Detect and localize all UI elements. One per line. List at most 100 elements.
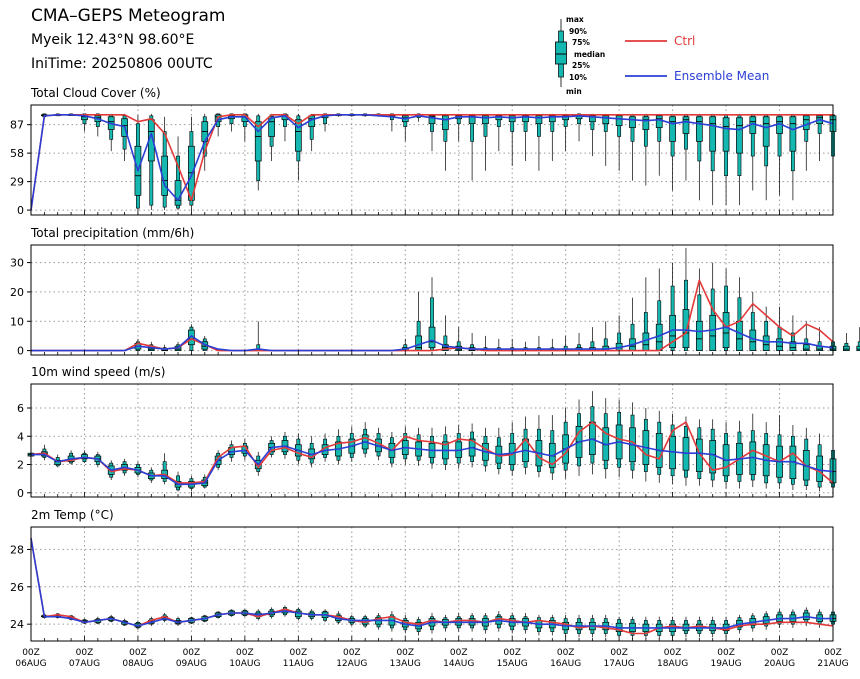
box-inner (669, 116, 676, 142)
y-tick-label: 4 (17, 430, 24, 443)
y-tick-label: 10 (10, 315, 24, 328)
box-43 (602, 321, 610, 351)
box-inner (695, 438, 703, 472)
box-39 (548, 113, 556, 161)
box-inner (268, 116, 275, 137)
box-inner (642, 116, 650, 130)
panel-title: 10m wind speed (m/s) (31, 365, 165, 379)
box-44 (615, 113, 623, 171)
x-tick-label-hour: 00Z (771, 648, 789, 658)
y-tick-label: 24 (10, 618, 24, 631)
box-52 (722, 422, 730, 489)
x-tick-label-date: 06AUG (15, 659, 46, 669)
box-33 (468, 113, 476, 181)
ctrl-line (30, 538, 834, 635)
panel-1: Total Cloud Cover (%) 0 29 58 87 (10, 86, 837, 217)
box-inner (428, 326, 436, 349)
box-56 (776, 415, 783, 489)
box-inner (709, 315, 717, 351)
legend-box-label: 10% (569, 73, 587, 82)
box-inner (695, 320, 703, 351)
box-48 (669, 413, 676, 485)
y-tick-label: 0 (17, 487, 24, 500)
y-tick-label: 0 (17, 345, 24, 358)
box-57 (789, 113, 797, 201)
box-25 (361, 422, 369, 458)
box-41 (575, 333, 583, 352)
x-tick-label-hour: 00Z (396, 648, 414, 658)
legend-box-label: median (574, 50, 605, 59)
box-61 (843, 333, 850, 351)
y-tick-label: 29 (10, 176, 24, 189)
location-label: Myeik 12.43°N 98.60°E (31, 32, 195, 48)
x-tick-label-date: 08AUG (122, 659, 153, 669)
box-inner (562, 115, 570, 121)
box-29 (415, 291, 422, 351)
x-tick-label-date: 07AUG (69, 659, 100, 669)
box-inner (749, 329, 757, 351)
box-33 (468, 423, 476, 468)
box-inner (482, 115, 489, 125)
x-tick-label-hour: 00Z (22, 648, 40, 658)
box-11 (174, 136, 182, 211)
ensemble-mean-line (31, 326, 834, 352)
box-7 (121, 113, 128, 161)
box-45 (629, 113, 636, 181)
box-59 (816, 433, 823, 492)
panel-4: 2m Temp (°C) 24 26 28 (10, 508, 837, 642)
box-inner (615, 115, 623, 126)
box-32 (455, 424, 463, 469)
box-57 (789, 315, 797, 351)
box-inner (442, 115, 449, 130)
box-53 (736, 420, 743, 489)
box-inner (589, 115, 596, 123)
legend-box-label: 75% (572, 38, 590, 47)
box-inner (508, 115, 516, 123)
box-35 (495, 113, 503, 152)
box-51 (709, 113, 717, 206)
box-30 (428, 113, 436, 152)
box-inner (655, 115, 663, 128)
box-inner (789, 341, 797, 351)
box-34 (482, 113, 489, 171)
box-40 (562, 408, 570, 479)
box-inner (174, 180, 182, 206)
ensemble-mean-line (30, 114, 834, 211)
box-inner (736, 320, 743, 351)
box-inner (736, 117, 743, 154)
box-26 (375, 612, 382, 630)
box-inner (802, 344, 810, 351)
box-39 (548, 415, 556, 481)
x-tick-label-date: 17AUG (604, 659, 635, 669)
box-37 (522, 113, 529, 161)
x-tick-label-date: 18AUG (657, 659, 688, 669)
box-36 (508, 113, 516, 166)
x-tick-label-hour: 00Z (557, 648, 575, 658)
x-tick-label-date: 21AUG (817, 659, 848, 669)
legend-mean-label: Ensemble Mean (674, 69, 769, 83)
x-tick-label-date: 16AUG (550, 659, 581, 669)
x-tick-label-hour: 00Z (664, 648, 682, 658)
box-inner (789, 116, 797, 152)
box-58 (802, 321, 810, 351)
panel-2: Total precipitation (mm/6h) 0 10 20 30 (10, 226, 860, 358)
y-tick-label: 58 (10, 147, 24, 160)
box-38 (535, 113, 543, 171)
box-38 (535, 614, 543, 636)
legend-box-label: max (566, 15, 584, 24)
box-29 (415, 427, 422, 466)
x-tick-label-hour: 00Z (290, 648, 308, 658)
box-inner (254, 121, 262, 162)
box-inner (535, 115, 543, 125)
box-48 (669, 113, 676, 191)
box-21 (308, 436, 316, 468)
box-28 (401, 426, 409, 465)
box-50 (695, 113, 703, 201)
box-inner (629, 116, 636, 128)
box-inner (602, 115, 610, 125)
box-31 (442, 614, 449, 632)
x-tick-label-hour: 00Z (183, 648, 201, 658)
box-46 (642, 113, 650, 186)
ensemble-mean-line (31, 438, 834, 486)
box-inner (722, 117, 730, 152)
